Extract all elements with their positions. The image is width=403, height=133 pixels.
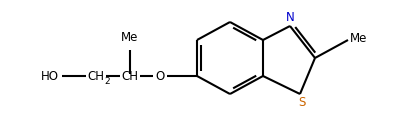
- Text: Me: Me: [121, 31, 139, 44]
- Text: N: N: [286, 11, 294, 24]
- Text: Me: Me: [350, 32, 368, 45]
- Text: 2: 2: [104, 76, 110, 86]
- Text: HO: HO: [41, 70, 59, 82]
- Text: S: S: [298, 96, 306, 109]
- Text: CH: CH: [87, 70, 104, 82]
- Text: CH: CH: [121, 70, 139, 82]
- Text: O: O: [156, 70, 164, 82]
